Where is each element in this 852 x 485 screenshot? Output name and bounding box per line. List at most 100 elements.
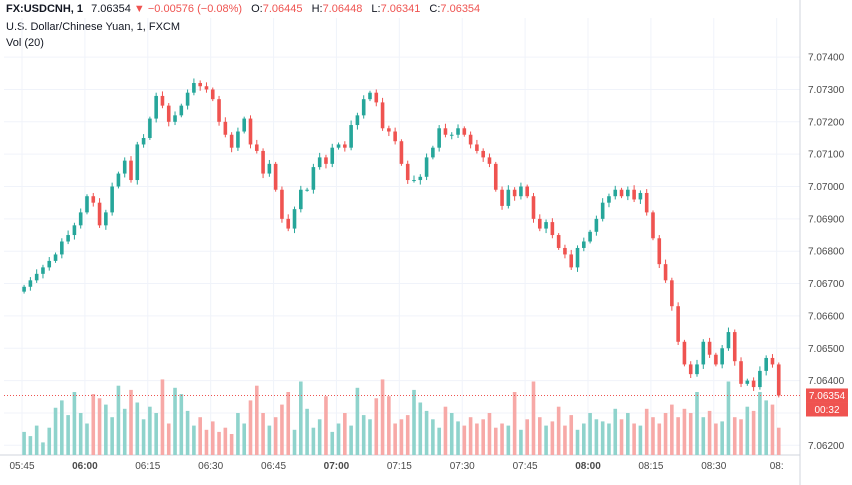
volume-bar xyxy=(60,400,64,455)
candle-body xyxy=(462,128,467,135)
volume-bar xyxy=(317,419,322,455)
volume-bar xyxy=(286,392,291,455)
candle-body xyxy=(437,128,441,148)
volume-bar xyxy=(91,394,96,455)
candle-body xyxy=(393,131,397,142)
candle-body xyxy=(651,212,655,239)
price-tick-label: 7.06400 xyxy=(808,376,845,387)
time-axis[interactable]: 05:45 06:00 06:15 06:30 06:45 07:00 07:15 07:30… xyxy=(9,461,783,472)
candle-body xyxy=(229,134,234,148)
volume-bar xyxy=(613,408,618,455)
low-value: 7.06341 xyxy=(380,3,421,15)
candle-body xyxy=(607,196,611,203)
candle-body xyxy=(355,115,360,126)
volume-bar xyxy=(368,419,372,455)
volume-bar xyxy=(267,425,272,455)
candle-body xyxy=(387,128,391,132)
volume-bar xyxy=(355,387,360,455)
candle-body xyxy=(122,160,127,174)
candle-body xyxy=(544,222,548,229)
volume-bar xyxy=(185,410,190,455)
candle-body xyxy=(399,141,404,164)
volume-bars xyxy=(22,379,781,455)
candle-body xyxy=(192,82,196,93)
price-tick-label: 7.06600 xyxy=(808,311,845,322)
candle-body xyxy=(311,167,316,190)
volume-bar xyxy=(78,413,83,455)
candle-body xyxy=(204,86,209,90)
candle-body xyxy=(141,137,146,145)
candle-body xyxy=(336,144,341,148)
volume-bar xyxy=(500,423,504,455)
candle-body xyxy=(368,92,372,100)
time-tick-label: 07:15 xyxy=(387,461,412,472)
candle-body xyxy=(22,286,26,292)
time-tick-label: 06:45 xyxy=(261,461,286,472)
volume-bar xyxy=(594,419,599,455)
symbol-name[interactable]: FX:USDCNH, 1 xyxy=(6,3,84,15)
price-tick-label: 7.06500 xyxy=(808,344,845,355)
time-tick-label: 07:45 xyxy=(513,461,538,472)
candle-body xyxy=(487,157,492,164)
volume-bar xyxy=(651,417,655,455)
volume-indicator-label[interactable]: Vol (20) xyxy=(6,37,44,49)
candles xyxy=(4,78,800,398)
volume-bar xyxy=(242,423,247,455)
volume-bar xyxy=(714,423,718,455)
candle-body xyxy=(261,150,265,174)
candle-body xyxy=(525,186,530,197)
candle-body xyxy=(317,157,322,168)
volume-bar xyxy=(330,431,335,455)
volume-bar xyxy=(292,429,297,455)
candle-body xyxy=(116,173,121,187)
candle-body xyxy=(418,176,423,181)
candle-body xyxy=(714,354,718,365)
volume-bar xyxy=(28,436,33,455)
volume-bar xyxy=(299,381,303,455)
volume-bar xyxy=(638,425,643,455)
volume-bar xyxy=(619,419,624,455)
price-tick-label: 7.07300 xyxy=(808,85,845,96)
candle-body xyxy=(129,160,133,181)
time-tick-label: 06:00 xyxy=(72,461,98,472)
candle-body xyxy=(254,144,259,151)
price-tick-label: 7.07100 xyxy=(808,150,845,161)
volume-bar xyxy=(47,427,52,455)
volume-bar xyxy=(657,423,662,455)
volume-bar xyxy=(468,417,473,455)
volume-bar xyxy=(311,427,316,455)
volume-bar xyxy=(588,413,592,455)
candle-body xyxy=(676,306,680,342)
volume-bar xyxy=(210,421,215,455)
volume-bar xyxy=(349,425,353,455)
volume-bar xyxy=(173,387,177,455)
candle-body xyxy=(739,361,743,384)
volume-bar xyxy=(550,421,555,455)
candle-body xyxy=(380,102,385,129)
volume-bar xyxy=(537,417,542,455)
volume-bar xyxy=(663,413,668,455)
candle-body xyxy=(267,163,272,174)
volume-bar xyxy=(160,379,165,455)
candle-body xyxy=(110,186,114,213)
volume-bar xyxy=(148,406,152,455)
volume-bar xyxy=(217,431,221,455)
close-label: C: xyxy=(429,3,441,15)
time-tick-label: 08:15 xyxy=(638,461,663,472)
candle-body xyxy=(412,180,416,182)
volume-bar xyxy=(361,415,366,455)
volume-bar xyxy=(387,396,391,455)
volume-bar xyxy=(525,419,530,455)
volume-bar xyxy=(582,423,586,455)
volume-bar xyxy=(776,427,781,455)
volume-bar xyxy=(493,427,498,455)
volume-bar xyxy=(254,385,259,455)
candle-body xyxy=(431,147,435,158)
volume-bar xyxy=(166,423,171,455)
volume-bar xyxy=(374,398,379,455)
candle-body xyxy=(179,105,184,116)
volume-bar xyxy=(745,406,750,455)
candle-body xyxy=(688,364,693,375)
volume-bar xyxy=(682,408,687,455)
